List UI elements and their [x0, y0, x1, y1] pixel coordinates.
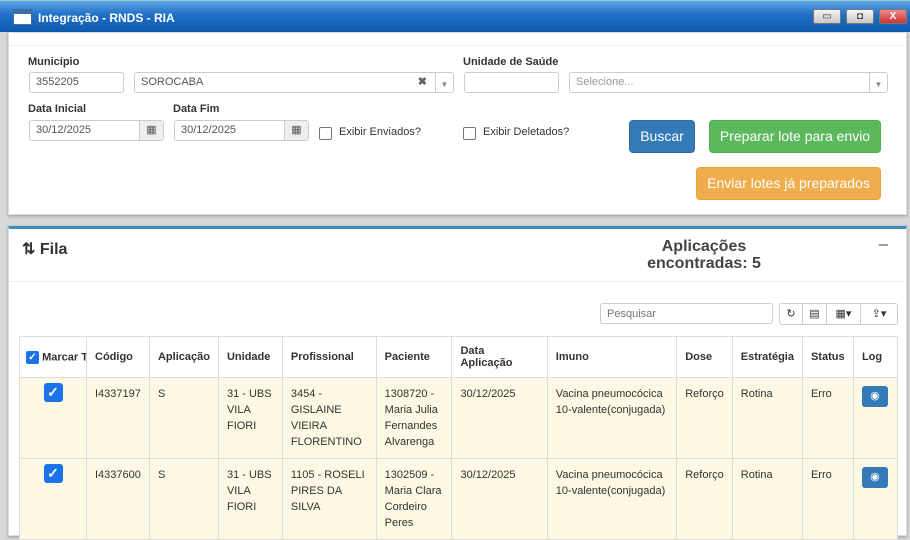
clear-icon[interactable]: ✖: [417, 76, 427, 88]
fila-table: ✓ Marcar Todos Código Aplicação Unidade …: [19, 336, 899, 540]
export-icon[interactable]: ⇪▾: [860, 303, 898, 325]
chevron-down-icon[interactable]: ▼: [435, 73, 453, 92]
minimize-button[interactable]: ▭: [813, 9, 841, 24]
data-inicial-input[interactable]: 30/12/2025 ▦: [29, 120, 164, 141]
maximize-button[interactable]: ◘: [846, 9, 874, 24]
count-text: Aplicações encontradas: 5: [629, 238, 779, 272]
cell-profissional: 3454 - GISLAINE VIEIRA FLORENTINO: [281, 377, 377, 459]
unidade-label: Unidade de Saúde: [463, 56, 559, 68]
municipio-label: Município: [28, 56, 80, 68]
cell-paciente: 1302509 - Maria Clara Cordeiro Peres: [375, 458, 453, 540]
exibir-deletados-checkbox[interactable]: [463, 127, 476, 140]
cell-codigo: I4337600: [86, 458, 150, 540]
cell-data: 30/12/2025: [451, 377, 548, 459]
search-input[interactable]: [600, 303, 773, 324]
calendar-icon[interactable]: ▦: [139, 121, 163, 140]
column-header[interactable]: Código: [86, 336, 150, 378]
exibir-enviados-checkbox[interactable]: [319, 127, 332, 140]
data-fim-value: 30/12/2025: [181, 124, 237, 136]
unidade-code-input[interactable]: [464, 72, 559, 93]
exibir-deletados-label: Exibir Deletados?: [483, 126, 570, 138]
column-header[interactable]: Profissional: [281, 336, 377, 378]
calendar-icon[interactable]: ▦: [284, 121, 308, 140]
window-title: Integração - RNDS - RIA: [38, 11, 175, 25]
cell-estrategia: Rotina: [731, 458, 803, 540]
column-header[interactable]: Imuno: [546, 336, 678, 378]
column-header[interactable]: Log: [852, 336, 899, 378]
fila-header: ⇅ Fila: [22, 239, 67, 259]
column-header-marcar[interactable]: ✓ Marcar Todos: [19, 336, 87, 378]
fila-panel: ⇅ Fila Aplicações encontradas: 5 − ↻ ▤ ▦…: [8, 226, 907, 540]
cell-unidade: 31 - UBS VILA FIORI: [217, 377, 283, 459]
collapse-button[interactable]: −: [878, 235, 889, 255]
count-line2: encontradas: 5: [647, 255, 761, 272]
cell-estrategia: Rotina: [731, 377, 803, 459]
cell-aplicacao: S: [148, 377, 219, 459]
table-row: ✓ I4337600 S 31 - UBS VILA FIORI 1105 - …: [19, 458, 899, 540]
eye-icon[interactable]: ◉: [861, 467, 888, 488]
window-titlebar: Integração - RNDS - RIA ▭ ◘ X: [0, 0, 910, 32]
close-button[interactable]: X: [879, 9, 907, 24]
row-checkbox[interactable]: ✓: [43, 464, 63, 483]
column-header[interactable]: Aplicação: [148, 336, 219, 378]
columns-icon[interactable]: ▦▾: [826, 303, 861, 325]
cell-imuno: Vacina pneumocócica 10-valente(conjugada…: [546, 458, 678, 540]
app-icon: [13, 9, 32, 25]
table-row: ✓ I4337197 S 31 - UBS VILA FIORI 3454 - …: [19, 377, 899, 459]
data-inicial-value: 30/12/2025: [36, 124, 92, 136]
cell-unidade: 31 - UBS VILA FIORI: [217, 458, 283, 540]
cell-aplicacao: S: [148, 458, 219, 540]
buscar-button[interactable]: Buscar: [629, 120, 695, 153]
unidade-placeholder: Selecione...: [576, 76, 634, 88]
enviar-lotes-button[interactable]: Enviar lotes já preparados: [696, 167, 881, 200]
filter-panel: Município 3552205 SOROCABA ✖ ▼ Unidade d…: [8, 32, 907, 215]
data-fim-label: Data Fim: [173, 103, 220, 115]
column-header[interactable]: Data Aplicação: [451, 336, 548, 378]
column-header[interactable]: Unidade: [217, 336, 283, 378]
cell-status: Erro: [801, 377, 854, 459]
fila-title: Fila: [39, 241, 68, 258]
unidade-select[interactable]: Selecione... ▼: [569, 72, 888, 93]
cell-profissional: 1105 - ROSELI PIRES DA SILVA: [281, 458, 377, 540]
column-header[interactable]: Estratégia: [731, 336, 803, 378]
municipio-code-input[interactable]: 3552205: [29, 72, 124, 93]
count-line1: Aplicações: [661, 238, 747, 255]
sort-icon: ⇅: [22, 241, 36, 258]
refresh-icon[interactable]: ↻: [779, 303, 803, 325]
select-all-checkbox[interactable]: ✓: [26, 350, 39, 364]
chevron-down-icon[interactable]: ▼: [869, 73, 887, 92]
exibir-enviados-label: Exibir Enviados?: [339, 126, 421, 138]
column-header[interactable]: Dose: [676, 336, 733, 378]
eye-icon[interactable]: ◉: [861, 386, 888, 407]
cell-imuno: Vacina pneumocócica 10-valente(conjugada…: [546, 377, 678, 459]
toggle-view-icon[interactable]: ▤: [802, 303, 827, 325]
cell-dose: Reforço: [676, 377, 733, 459]
marcar-label: Marcar Todos: [42, 350, 85, 363]
row-checkbox[interactable]: ✓: [43, 383, 63, 402]
cell-data: 30/12/2025: [451, 458, 548, 540]
column-header[interactable]: Paciente: [375, 336, 453, 378]
data-fim-input[interactable]: 30/12/2025 ▦: [174, 120, 309, 141]
preparar-lote-button[interactable]: Preparar lote para envio: [709, 120, 881, 153]
cell-codigo: I4337197: [86, 377, 150, 459]
column-header[interactable]: Status: [801, 336, 854, 378]
cell-paciente: 1308720 - Maria Julia Fernandes Alvareng…: [375, 377, 453, 459]
cell-dose: Reforço: [676, 458, 733, 540]
municipio-select[interactable]: SOROCABA ✖ ▼: [134, 72, 454, 93]
data-inicial-label: Data Inicial: [28, 103, 87, 115]
cell-status: Erro: [801, 458, 854, 540]
municipio-value: SOROCABA: [141, 76, 204, 88]
